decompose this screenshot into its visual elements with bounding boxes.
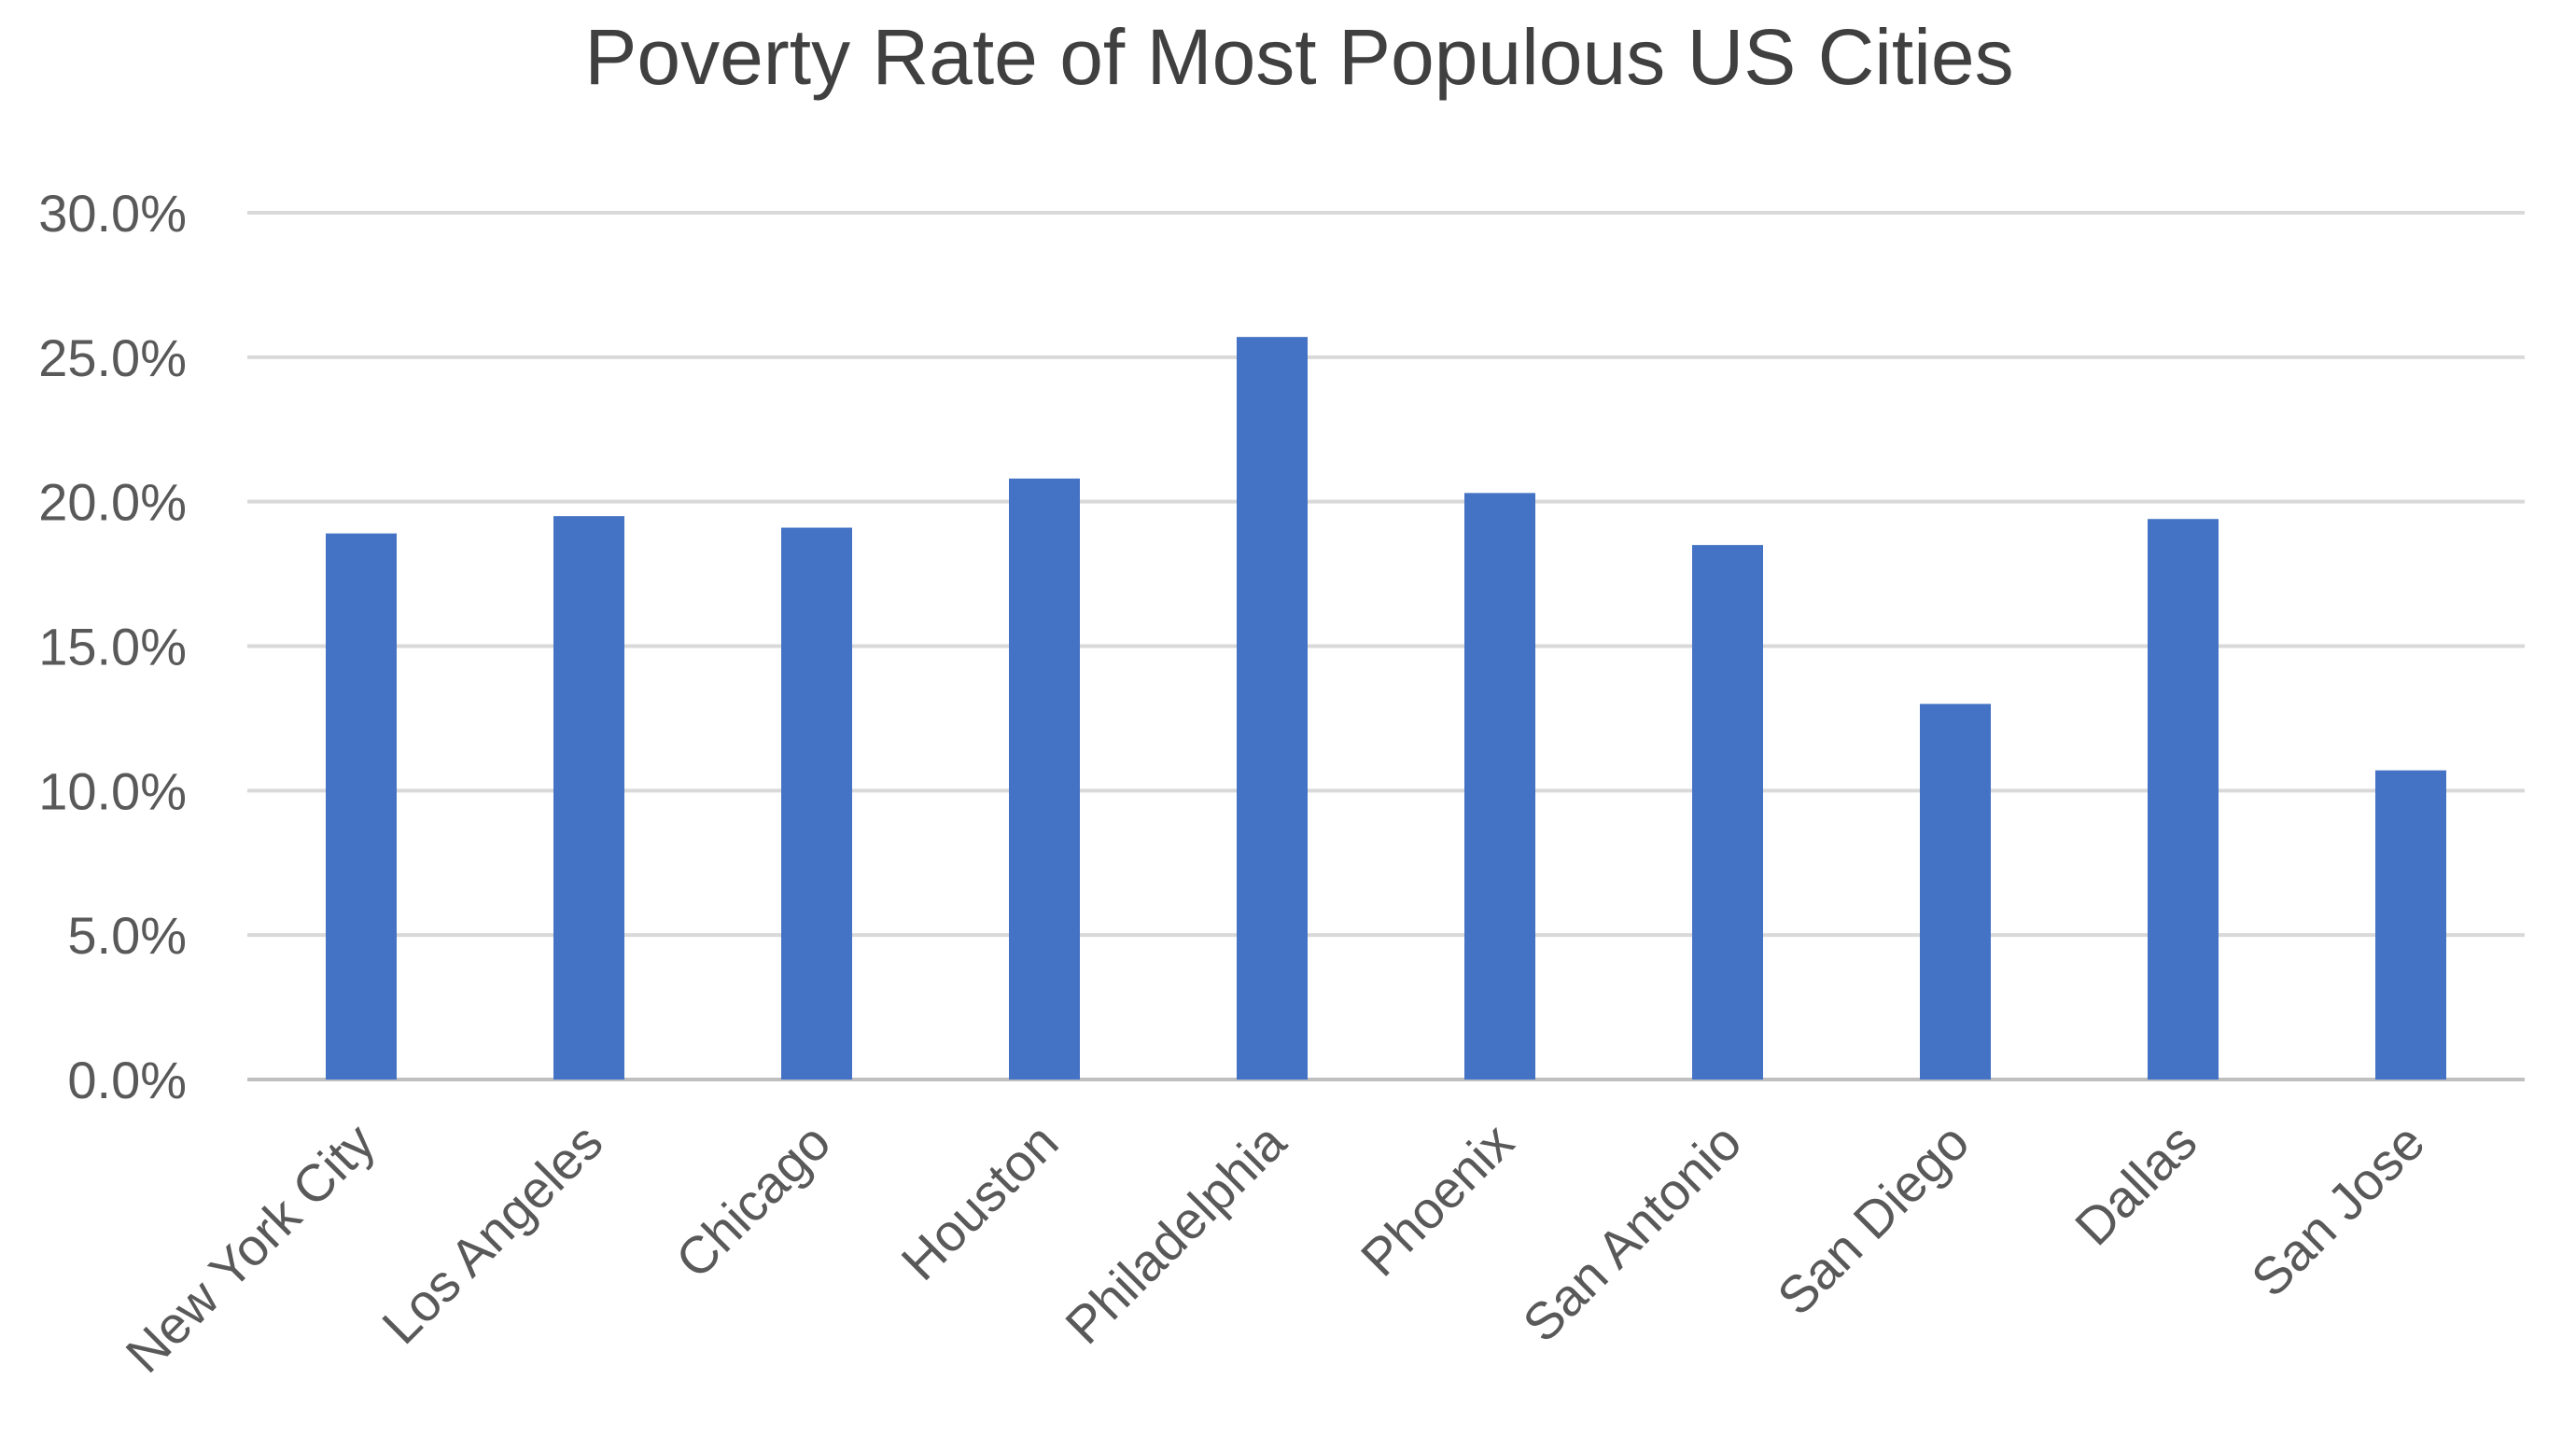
bar <box>326 533 397 1080</box>
y-tick-label: 20.0% <box>38 473 187 532</box>
x-category-label: Los Angeles <box>371 1112 613 1355</box>
x-category-label: Philadelphia <box>1054 1111 1297 1355</box>
x-category-label: Dallas <box>2064 1112 2208 1257</box>
bar <box>2148 519 2219 1080</box>
y-tick-label: 25.0% <box>38 328 187 387</box>
bar <box>1692 545 1763 1080</box>
y-tick-label: 5.0% <box>67 906 187 965</box>
y-tick-label: 0.0% <box>67 1051 187 1109</box>
x-category-label: San Jose <box>2240 1112 2436 1308</box>
bar <box>781 527 852 1080</box>
x-category-label: San Diego <box>1766 1112 1980 1326</box>
x-category-label: Houston <box>889 1112 1069 1291</box>
y-tick-label: 10.0% <box>38 761 187 820</box>
x-category-label: New York City <box>114 1112 385 1384</box>
x-category-label: Chicago <box>665 1112 842 1289</box>
y-tick-label: 15.0% <box>38 618 187 676</box>
bar <box>553 516 624 1080</box>
bars <box>326 337 2446 1080</box>
bar <box>1920 704 1991 1080</box>
bar <box>1237 337 1308 1080</box>
bar <box>1009 478 1080 1080</box>
y-tick-label: 30.0% <box>38 184 187 243</box>
x-category-label: San Antonio <box>1511 1112 1752 1353</box>
gridlines <box>247 211 2525 1081</box>
y-axis-tick-labels: 0.0% 5.0% 10.0% 15.0% 20.0% 25.0% 30.0% <box>38 184 187 1109</box>
bar <box>1464 493 1535 1080</box>
bar <box>2375 770 2446 1080</box>
chart-title: Poverty Rate of Most Populous US Cities <box>584 13 2013 101</box>
x-category-label: Phoenix <box>1350 1112 1525 1288</box>
